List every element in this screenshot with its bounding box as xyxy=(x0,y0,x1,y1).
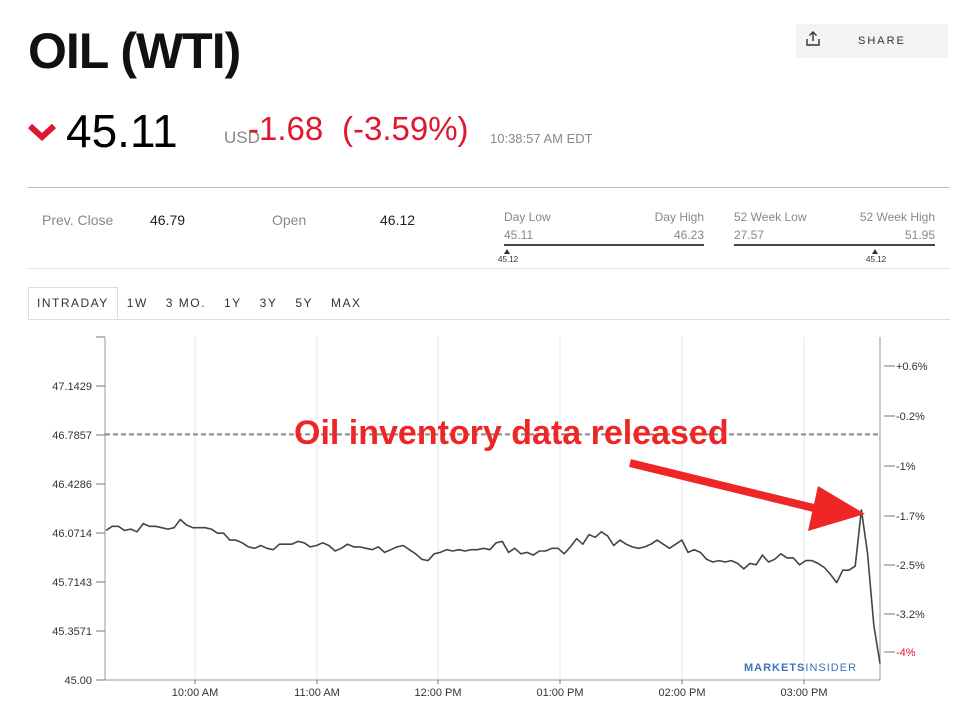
price-series-line xyxy=(105,509,881,664)
prev-close-label: Prev. Close xyxy=(42,212,114,228)
tab-5y[interactable]: 5Y xyxy=(295,296,314,310)
open-label: Open xyxy=(272,212,307,228)
annotation-arrow-head xyxy=(808,486,865,531)
tab-1y[interactable]: 1Y xyxy=(223,296,242,310)
x-tick-label-5: 03:00 PM xyxy=(780,687,827,699)
quote-timestamp: 10:38:57 AM EDT xyxy=(490,131,593,146)
day-low-value: 45.11 xyxy=(504,228,534,242)
chevron-down-icon xyxy=(27,123,57,146)
tab-3y[interactable]: 3Y xyxy=(259,296,278,310)
price-value: 45.11 xyxy=(66,105,178,157)
open-value: 46.12 xyxy=(380,212,416,228)
y-tick-label-0: 45.00 xyxy=(64,675,92,687)
right-tick-label-0: +0.6% xyxy=(896,361,928,373)
chart-axes xyxy=(96,336,895,684)
brand-insider: INSIDER xyxy=(805,662,858,674)
page-title: OIL (WTI) xyxy=(28,23,241,79)
share-button[interactable]: SHARE xyxy=(796,24,948,58)
y-tick-label-1: 45.3571 xyxy=(52,626,92,638)
chart-grid xyxy=(194,337,805,680)
divider xyxy=(28,187,950,188)
y-tick-label-4: 46.4286 xyxy=(52,479,92,491)
y-tick-label-6: 47.1429 xyxy=(52,381,92,393)
stats-panel: Prev. Close 46.79 Open 46.12 Day Low Day… xyxy=(28,188,950,269)
wk52-range-bar xyxy=(734,244,935,246)
brand-logo: MARKETSINSIDER xyxy=(744,662,857,674)
annotation-arrow-shaft xyxy=(629,459,823,514)
x-tick-label-3: 01:00 PM xyxy=(536,687,583,699)
y-tick-label-3: 46.0714 xyxy=(52,528,92,540)
wk52-low-label: 52 Week Low xyxy=(734,210,807,224)
y-tick-label-2: 45.7143 xyxy=(52,577,92,589)
quote-row: 45.11 USD -1.68 (-3.59%) 10:38:57 AM EDT xyxy=(27,100,748,160)
change-value: -1.68 xyxy=(248,110,324,147)
day-high-label: Day High xyxy=(654,210,704,224)
wk52-high-value: 51.95 xyxy=(904,228,935,242)
x-tick-label-2: 12:00 PM xyxy=(414,687,461,699)
wk52-range-marker: 45.12 xyxy=(866,249,887,264)
right-tick-labels: +0.6% -0.2% -1% -1.7% -2.5% -3.2% -4% xyxy=(896,361,928,659)
day-high-value: 46.23 xyxy=(673,228,704,242)
tab-intraday[interactable]: INTRADAY xyxy=(28,287,118,319)
day-range-bar xyxy=(504,244,704,246)
period-tabs: INTRADAY 1W 3 MO. 1Y 3Y 5Y MAX xyxy=(28,287,371,319)
day-range-marker-value: 45.12 xyxy=(498,255,519,264)
prev-close-value: 46.79 xyxy=(150,212,186,228)
currency-label: USD xyxy=(224,128,260,147)
y-tick-labels: 45.00 45.3571 45.7143 46.0714 46.4286 46.7857… xyxy=(52,381,92,687)
wk52-high-label: 52 Week High xyxy=(859,210,935,224)
tab-3mo[interactable]: 3 MO. xyxy=(165,296,206,310)
right-tick-label-1: -0.2% xyxy=(896,411,925,423)
day-low-label: Day Low xyxy=(504,210,551,224)
tab-1w[interactable]: 1W xyxy=(126,296,148,310)
share-icon xyxy=(804,30,822,53)
tabs-divider xyxy=(28,319,950,320)
chart-annotation: Oil inventory data released xyxy=(294,414,729,452)
share-label: SHARE xyxy=(858,35,906,47)
right-tick-label-3: -1.7% xyxy=(896,511,925,523)
wk52-range-marker-value: 45.12 xyxy=(866,255,887,264)
tab-max[interactable]: MAX xyxy=(331,296,362,310)
right-tick-label-4: -2.5% xyxy=(896,560,925,572)
x-tick-label-4: 02:00 PM xyxy=(658,687,705,699)
change-percent: (-3.59%) xyxy=(342,110,469,147)
day-range-marker: 45.12 xyxy=(498,249,519,264)
right-tick-label-2: -1% xyxy=(896,461,916,473)
right-tick-label-5: -3.2% xyxy=(896,609,925,621)
x-tick-labels: 10:00 AM 11:00 AM 12:00 PM 01:00 PM 02:00 PM… xyxy=(172,687,828,699)
right-tick-label-6: -4% xyxy=(896,647,916,659)
price-chart: 45.00 45.3571 45.7143 46.0714 46.4286 46.7857… xyxy=(52,336,928,699)
x-tick-label-1: 11:00 AM xyxy=(294,687,340,699)
x-tick-label-0: 10:00 AM xyxy=(172,687,218,699)
y-tick-label-5: 46.7857 xyxy=(52,430,92,442)
brand-markets: MARKETS xyxy=(744,662,806,674)
wk52-low-value: 27.57 xyxy=(734,228,765,242)
